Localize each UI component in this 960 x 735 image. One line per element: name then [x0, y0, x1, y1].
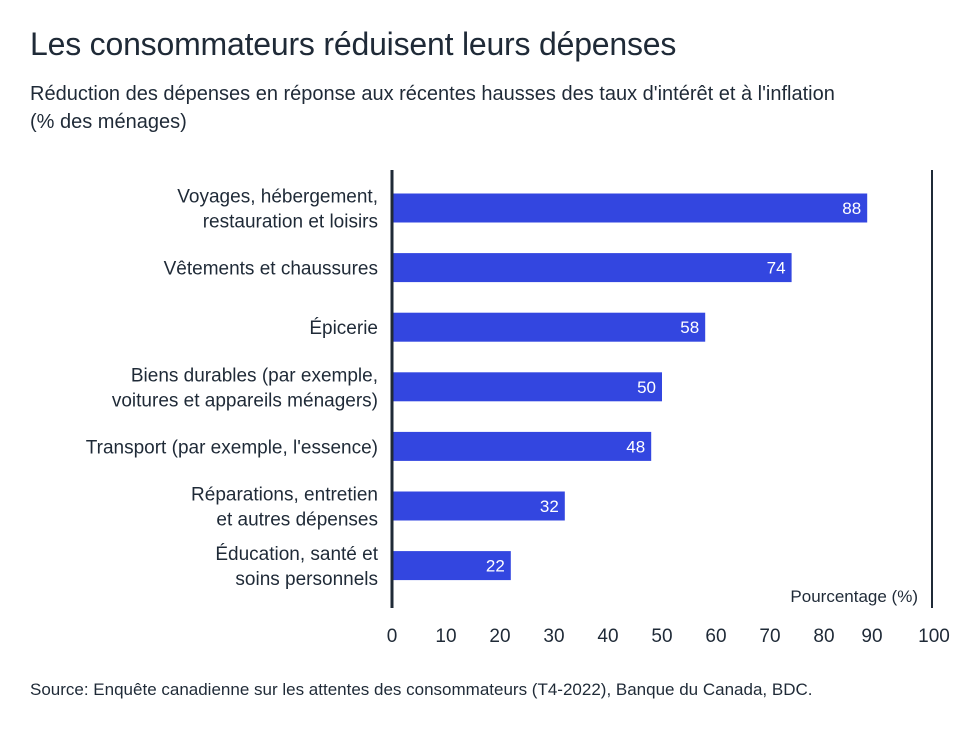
bar-5 — [392, 491, 565, 521]
x-tick-label-0: 0 — [387, 626, 398, 647]
x-tick-label-30: 30 — [543, 626, 564, 647]
chart-title: Les consommateurs réduisent leurs dépens… — [30, 26, 677, 62]
x-tick-label-80: 80 — [813, 626, 834, 647]
category-label-3-0: Biens durables (par exemple, — [131, 365, 378, 386]
category-label-2-0: Épicerie — [309, 318, 378, 339]
value-label-4: 48 — [626, 437, 645, 456]
x-tick-label-40: 40 — [597, 626, 618, 647]
x-tick-label-20: 20 — [489, 626, 510, 647]
value-label-6: 22 — [486, 557, 505, 576]
value-label-5: 32 — [540, 497, 559, 516]
category-label-1-0: Vêtements et chaussures — [164, 259, 378, 280]
category-label-6-1: soins personnels — [235, 569, 378, 590]
x-tick-label-70: 70 — [759, 626, 780, 647]
x-tick-label-10: 10 — [435, 626, 456, 647]
category-label-0-1: restauration et loisirs — [203, 212, 378, 233]
category-label-3-1: voitures et appareils ménagers) — [112, 390, 378, 411]
x-tick-label-60: 60 — [705, 626, 726, 647]
chart-subtitle: Réduction des dépenses en réponse aux ré… — [30, 83, 835, 133]
bar-6 — [392, 551, 511, 581]
bar-2 — [392, 312, 706, 342]
bar-1 — [392, 253, 792, 283]
bar-0 — [392, 193, 868, 223]
category-label-0-0: Voyages, hébergement, — [177, 187, 378, 208]
category-label-5-1: et autres dépenses — [216, 510, 378, 531]
source-note: Source: Enquête canadienne sur les atten… — [30, 680, 813, 699]
x-tick-label-50: 50 — [651, 626, 672, 647]
value-label-0: 88 — [842, 199, 861, 218]
bar-4 — [392, 431, 652, 461]
category-label-6-0: Éducation, santé et — [215, 544, 378, 565]
x-axis-unit-label: Pourcentage (%) — [790, 587, 918, 606]
value-label-1: 74 — [767, 259, 786, 278]
bar-3 — [392, 372, 662, 402]
category-label-5-0: Réparations, entretien — [191, 485, 378, 506]
value-label-3: 50 — [637, 378, 656, 397]
value-label-2: 58 — [680, 318, 699, 337]
x-tick-label-100: 100 — [918, 626, 950, 647]
x-tick-label-90: 90 — [861, 626, 882, 647]
category-label-4-0: Transport (par exemple, l'essence) — [86, 437, 378, 458]
